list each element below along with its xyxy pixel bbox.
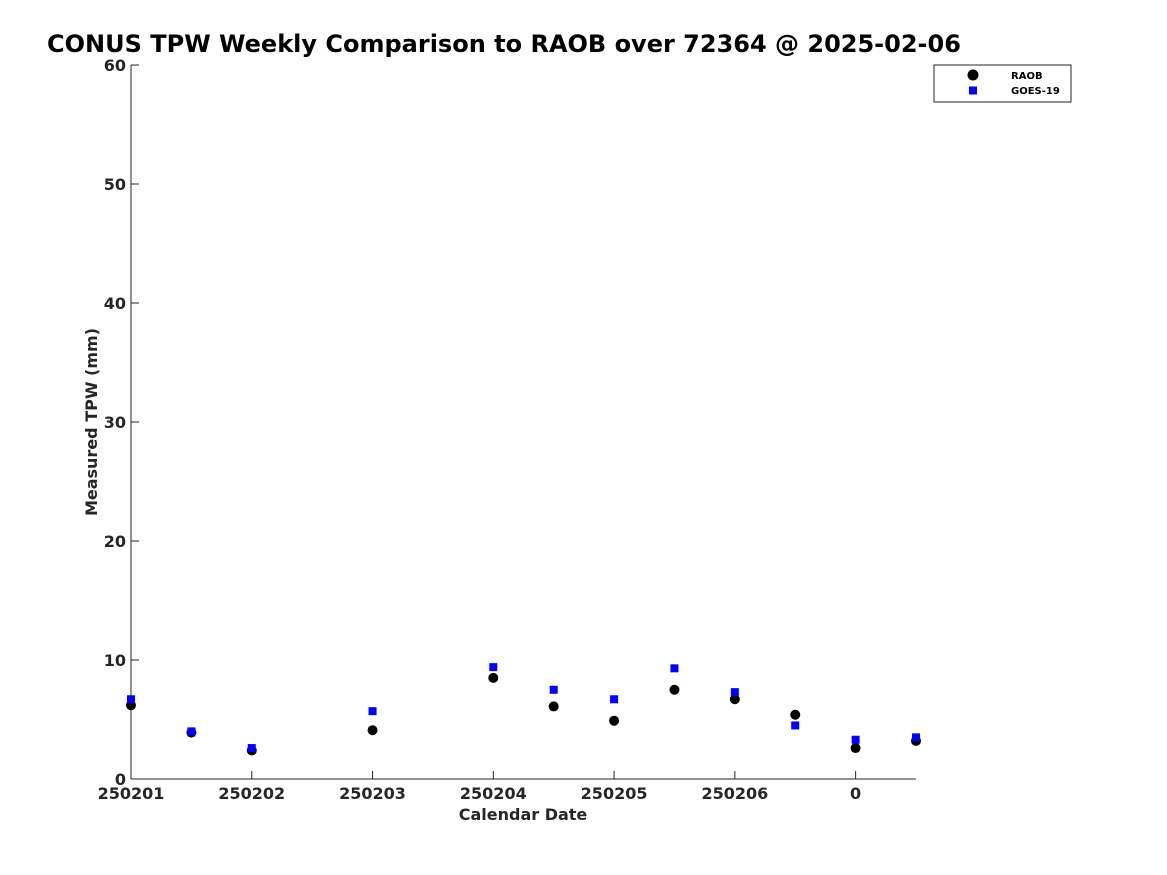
legend-goes-label: GOES-19: [1011, 86, 1060, 97]
goes-19-point: [912, 733, 920, 742]
y-tick-label: 20: [104, 532, 126, 551]
data-points: [126, 663, 921, 756]
goes-19-point: [489, 663, 498, 672]
legend: RAOB GOES-19: [933, 64, 1072, 103]
axes: [130, 65, 916, 780]
legend-goes-marker: [969, 86, 977, 95]
x-tick-label: 250202: [218, 784, 285, 803]
x-ticks: 250201 250202 250203 250204 250205 250206 0: [98, 771, 861, 803]
goes-19-point: [187, 727, 196, 736]
x-tick-label: 250203: [339, 784, 406, 803]
goes-19-point: [368, 707, 377, 716]
x-tick-label: 250206: [701, 784, 768, 803]
legend-box: [933, 64, 1072, 103]
goes-19-point: [851, 735, 860, 744]
y-tick-label: 40: [104, 294, 126, 313]
y-axis-label: Measured TPW (mm): [82, 328, 101, 516]
goes-19-point: [549, 685, 558, 694]
x-tick-label: 250204: [460, 784, 527, 803]
raob-point: [367, 725, 378, 736]
raob-point: [790, 709, 801, 720]
y-ticks: 0 10 20 30 40 50 60: [104, 56, 139, 789]
x-tick-label: 250205: [581, 784, 648, 803]
x-tick-label: 0: [850, 784, 861, 803]
raob-point: [488, 672, 499, 683]
y-tick-label: 30: [104, 413, 126, 432]
raob-point: [669, 684, 680, 695]
y-tick-label: 10: [104, 651, 126, 670]
legend-raob-label: RAOB: [1011, 71, 1043, 82]
goes-19-point: [247, 744, 256, 753]
x-tick-label: 250201: [98, 784, 165, 803]
goes-19-point: [730, 688, 739, 697]
raob-point: [729, 694, 740, 705]
y-tick-label: 50: [104, 175, 126, 194]
chart-title: CONUS TPW Weekly Comparison to RAOB over…: [47, 30, 961, 58]
x-axis-label: Calendar Date: [459, 805, 588, 824]
goes-19-point: [610, 695, 619, 704]
y-tick-label: 60: [104, 56, 126, 75]
goes-19-point: [670, 664, 679, 673]
raob-point: [548, 701, 559, 712]
raob-point: [850, 743, 861, 754]
goes-19-point: [127, 695, 135, 704]
y-tick-label: 0: [115, 770, 126, 789]
raob-point: [609, 715, 620, 726]
legend-raob-marker: [967, 69, 979, 81]
goes-19-point: [791, 721, 800, 730]
